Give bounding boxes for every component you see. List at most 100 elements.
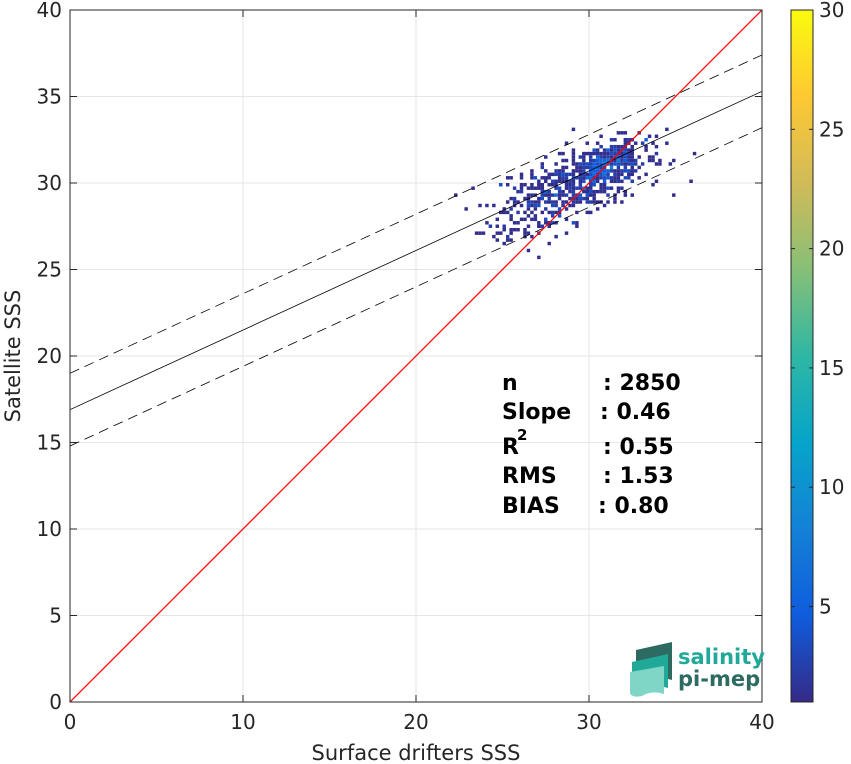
density-bin-286 [585,186,589,190]
density-bin-344 [616,176,621,180]
density-bin-447 [488,224,493,228]
density-bin-128 [637,155,641,159]
density-bin-366 [519,203,524,208]
density-bin-288 [571,127,576,132]
fit-lines [70,10,762,702]
density-bin-280 [578,179,583,183]
density-bin-293 [557,179,562,183]
density-bin-268 [582,151,586,156]
density-bin-143 [582,196,586,201]
density-bin-359 [571,179,576,183]
colorbar [790,9,814,703]
density-bin-413 [464,207,468,211]
density-bin-43 [647,134,652,139]
stat-label-r2: R [502,435,519,460]
x-tick-label-1: 10 [230,710,255,734]
y-tick-label-6: 30 [37,171,62,195]
density-bin-25 [571,148,576,152]
density-bin-153 [578,186,583,190]
density-bin-123 [589,200,593,204]
density-bin-107 [658,158,662,163]
density-bin-193 [651,141,655,145]
density-bin-77 [582,169,586,173]
density-bin-380 [557,214,562,218]
density-bin-117 [630,155,634,159]
density-bin-104 [595,176,600,180]
density-bin-440 [530,172,534,177]
density-bin-207 [589,162,593,166]
density-bin-459 [544,221,548,225]
density-bin-331 [592,183,596,187]
density-bin-383 [519,217,524,222]
density-bin-223 [530,169,534,173]
density-bin-231 [568,196,572,201]
density-bin-410 [519,186,524,190]
density-bin-111 [616,172,621,177]
density-bin-73 [582,155,586,159]
density-bin-385 [554,210,558,215]
density-bin-224 [602,158,607,163]
density-bin-229 [578,172,583,177]
density-bin-230 [623,158,628,163]
density-bin-167 [672,158,676,163]
density-bin-334 [620,172,624,177]
density-bin-185 [550,183,555,187]
density-bin-35 [547,200,551,204]
density-bin-190 [665,141,669,145]
density-bin-93 [575,196,579,201]
density-bin-68 [630,179,634,183]
density-bin-79 [571,200,576,204]
density-bin-22 [557,186,562,190]
density-bin-279 [561,189,565,194]
stat-label-rms: RMS [502,464,557,489]
stats-box: n : 2850 Slope : 0.46 R 2 : 0.55 RMS : 1… [502,371,681,519]
density-bin-247 [561,151,565,156]
density-bin-433 [471,186,475,190]
density-bin-262 [544,169,548,173]
density-bin-194 [692,151,697,156]
density-bin-13 [585,193,589,197]
density-bin-218 [561,165,565,170]
density-bin-394 [505,238,510,242]
density-bin-456 [502,210,506,215]
density-bin-162 [568,172,572,177]
density-bin-244 [533,193,538,197]
waves-icon [630,642,672,697]
density-bin-431 [492,234,496,239]
density-bin-445 [478,231,482,235]
density-bin-378 [516,200,520,204]
density-bin-282 [616,162,621,166]
density-bin-305 [606,155,610,159]
density-bin-95 [602,155,607,159]
density-bin-63 [550,203,555,208]
identity-line [70,10,762,702]
density-bin-81 [633,169,638,173]
density-bin-18 [575,221,579,225]
density-bin-145 [599,162,603,166]
colorbar-tick-label-2: 15 [819,356,844,380]
density-bin-315 [592,162,596,166]
density-bin-160 [620,200,624,204]
stat-label-slope: Slope [502,400,571,425]
density-bin-289 [571,189,576,194]
density-bin-64 [547,176,551,180]
density-bin-345 [623,162,628,166]
density-bin-225 [595,179,600,183]
density-bin-430 [537,224,541,228]
density-bin-258 [658,162,662,166]
density-bin-212 [530,200,534,204]
colorbar-tick-label-1: 10 [819,475,844,499]
density-bin-349 [602,148,607,152]
density-bin-94 [544,155,548,159]
density-bin-408 [537,196,541,201]
density-bin-176 [599,158,603,163]
density-bin-455 [495,231,500,235]
density-bin-9 [578,176,583,180]
density-bin-69 [564,141,569,145]
density-bin-16 [575,176,579,180]
density-bin-311 [582,158,586,163]
density-bin-270 [512,227,517,232]
density-bin-387 [540,224,545,228]
density-bin-347 [620,151,624,156]
density-bin-56 [585,200,589,204]
